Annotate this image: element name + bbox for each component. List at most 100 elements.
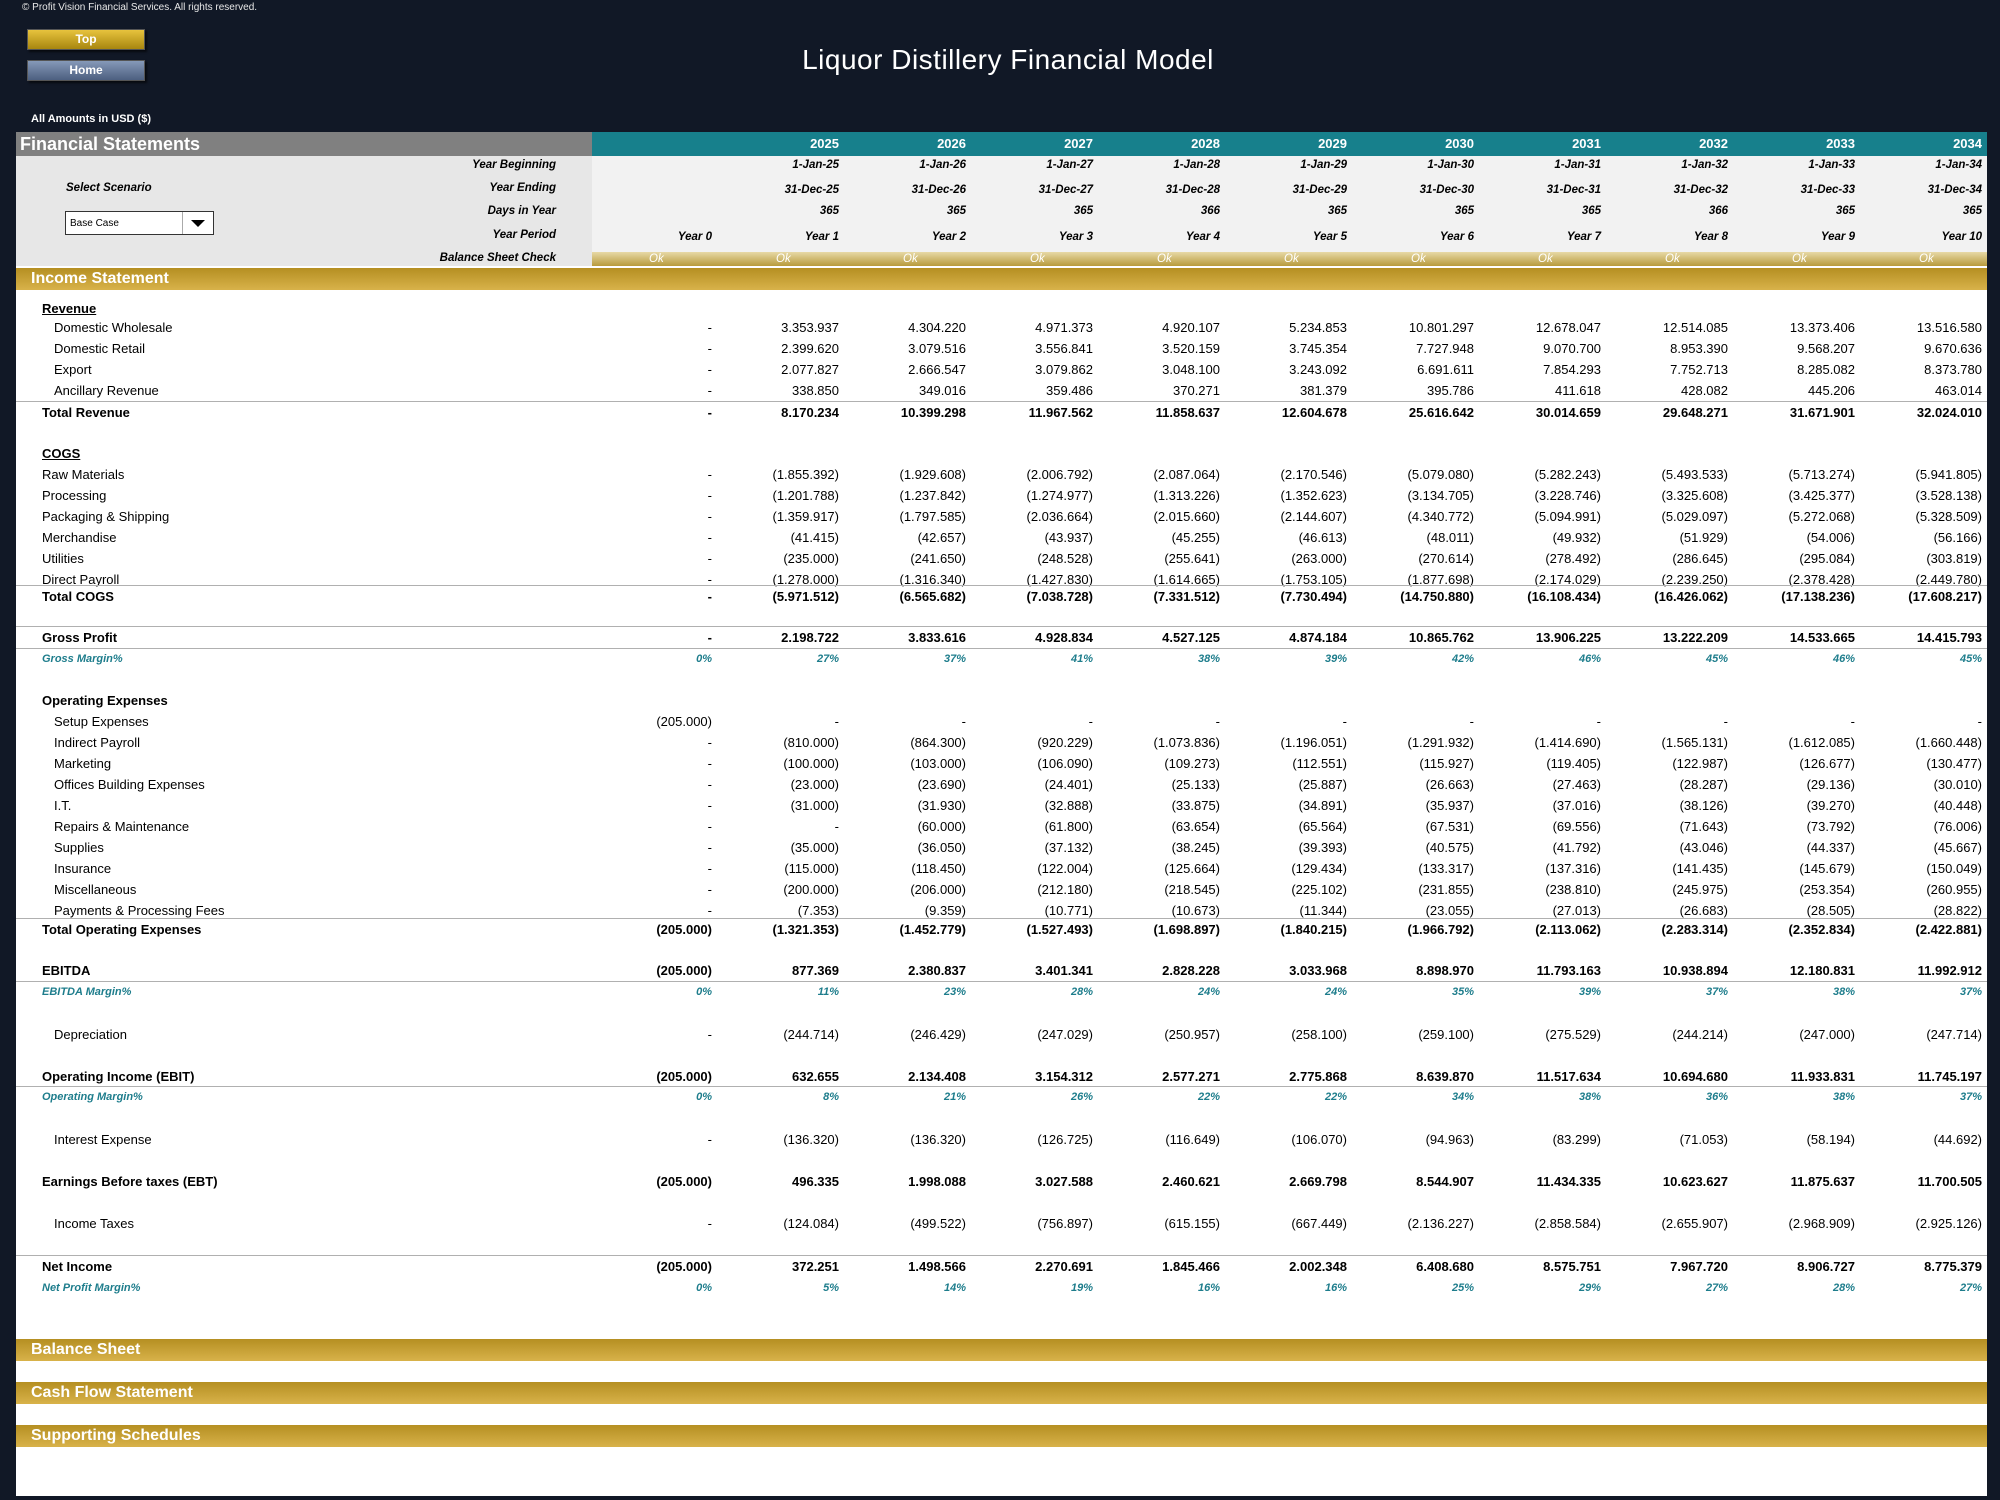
cell-value: (39.270) [1806,798,1855,813]
balance-check-status: Ok [1919,253,1934,265]
cell-value: 8.953.390 [1670,341,1728,356]
cell-value: (40.575) [1425,840,1474,855]
cell-value: (295.084) [1799,551,1855,566]
cell-value: 8.373.780 [1924,362,1982,377]
balance-check-status: Ok [1538,253,1553,265]
cell-value: 11.745.197 [1917,1069,1982,1084]
year-period-value: Year 5 [1312,231,1347,243]
year-period-value: Year 4 [1185,231,1220,243]
year-beginning-value: 1-Jan-32 [1681,159,1728,171]
cash-flow-section[interactable]: Cash Flow Statement [16,1382,1987,1404]
cell-value: (26.683) [1679,903,1728,918]
year-beginning-value: 1-Jan-28 [1173,159,1220,171]
cell-value: (27.013) [1552,903,1601,918]
supporting-schedules-section[interactable]: Supporting Schedules [16,1425,1987,1447]
cell-value: 36% [1705,1091,1728,1103]
year-ending-value: 31-Dec-25 [784,184,839,196]
cell-value: 0% [696,986,712,998]
scenario-select[interactable]: Base Case [65,211,214,235]
cell-value: (258.100) [1291,1027,1347,1042]
cell-value: (241.650) [910,551,966,566]
top-button[interactable]: Top [27,29,145,50]
year-period-label: Year Period [492,229,557,241]
year-period-value: Year 3 [1058,231,1093,243]
balance-sheet-section[interactable]: Balance Sheet [16,1339,1987,1361]
row-label: Depreciation [54,1027,127,1042]
cell-value: 8.775.379 [1924,1259,1982,1274]
cell-value: (278.492) [1545,551,1601,566]
table-row: I.T. - (31.000) (31.930) (32.888) (33.875) (34… [16,795,1987,816]
cell-value: 0% [696,653,712,665]
cell-value: 5.234.853 [1289,320,1347,335]
cell-value: (7.038.728) [1026,589,1094,604]
cell-value: (109.273) [1164,756,1220,771]
table-row: Gross Margin% 0% 27% 37% 41% 38% 39% 42% 46% 45% 4… [16,648,1987,670]
table-row: Supplies - (35.000) (36.050) (37.132) (38.245… [16,837,1987,858]
cell-value: 27% [1959,1282,1982,1294]
cell-value: (23.000) [790,777,839,792]
cell-value: (499.522) [910,1216,966,1231]
cell-value: (30.010) [1933,777,1982,792]
cell-value: (1.237.842) [899,488,967,503]
cell-value: (43.046) [1679,840,1728,855]
cell-value: 2.828.228 [1162,963,1220,978]
cell-value: 45% [1705,653,1728,665]
cell-value: (35.937) [1425,798,1474,813]
row-label: Net Profit Margin% [42,1282,141,1294]
cell-value: 428.082 [1681,383,1728,398]
cell-value: 3.520.159 [1162,341,1220,356]
chevron-down-icon[interactable] [182,212,213,234]
cell-value: 14.415.793 [1916,630,1982,645]
cell-value: (58.194) [1806,1132,1855,1147]
row-label: EBITDA [42,963,91,978]
cell-value: - [707,630,712,645]
cell-value: 8% [823,1091,839,1103]
cell-value: 496.335 [792,1174,839,1189]
days-in-year-value: 365 [1327,205,1347,217]
cell-value: 445.206 [1808,383,1855,398]
cell-value: (1.877.698) [1407,572,1475,587]
cell-value: 25.616.642 [1408,405,1474,420]
cell-value: (9.359) [924,903,966,918]
cell-value: (920.229) [1037,735,1093,750]
cell-value: (2.170.546) [1280,467,1348,482]
cell-value: (212.180) [1037,882,1093,897]
income-statement-section[interactable]: Income Statement [16,268,1987,290]
row-label: Earnings Before taxes (EBT) [42,1174,218,1189]
cell-value: (238.810) [1545,882,1601,897]
cell-value: - [707,903,712,918]
cell-value: (124.084) [783,1216,839,1231]
cell-value: (32.888) [1044,798,1093,813]
cell-value: 3.027.588 [1035,1174,1093,1189]
cell-value: (2.925.126) [1915,1216,1983,1231]
cell-value: (1.291.932) [1407,735,1475,750]
cell-value: 24% [1197,986,1220,998]
cell-value: 3.033.968 [1289,963,1347,978]
cell-value: 632.655 [792,1069,839,1084]
cell-value: (34.891) [1298,798,1347,813]
cell-value: (16.426.062) [1654,589,1728,604]
cell-value: (1.359.917) [772,509,840,524]
cell-value: (244.214) [1672,1027,1728,1042]
table-row: Ancillary Revenue - 338.850 349.016 359.486 3… [16,380,1987,401]
row-label: Insurance [54,861,112,876]
cell-value: 28% [1832,1282,1855,1294]
cell-value: (1.840.215) [1280,922,1348,937]
table-row: Offices Building Expenses - (23.000) (23.69… [16,774,1987,795]
home-button[interactable]: Home [27,60,145,81]
cell-value: 2.134.408 [908,1069,966,1084]
cell-value: (615.155) [1164,1216,1220,1231]
cell-value: 38% [1832,1091,1855,1103]
cell-value: 9.670.636 [1924,341,1982,356]
year-beginning-value: 1-Jan-31 [1554,159,1601,171]
row-label: Supplies [54,840,104,855]
days-in-year-value: 365 [1962,205,1982,217]
table-row: Repairs & Maintenance - - (60.000) (61.800) (… [16,816,1987,837]
table-row: Revenue [16,298,1987,319]
cell-value: 14% [943,1282,966,1294]
balance-check-status: Ok [1665,253,1680,265]
cell-value: (126.677) [1799,756,1855,771]
row-label: Net Income [42,1259,113,1274]
year-ending-label: Year Ending [489,182,556,194]
row-label: Miscellaneous [54,882,137,897]
